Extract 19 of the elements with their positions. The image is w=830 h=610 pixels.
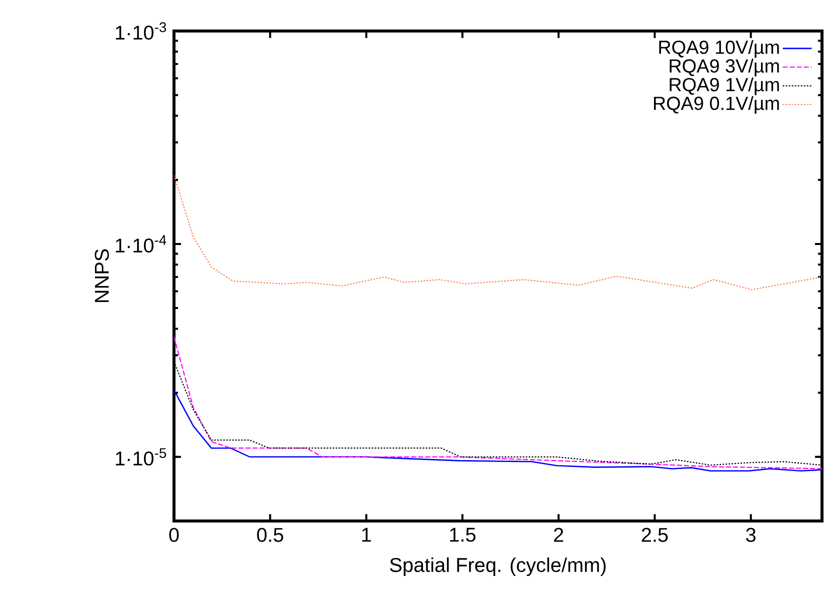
x-tick-label: 3 xyxy=(746,528,756,542)
x-tick-label: 2 xyxy=(554,528,564,542)
legend-label: RQA9 3V/µm xyxy=(670,58,779,76)
line-series xyxy=(174,389,822,472)
legend-label: RQA9 1V/µm xyxy=(670,77,779,96)
x-tick-label: 0.5 xyxy=(257,528,284,542)
x-tick-label: 2.5 xyxy=(642,528,668,542)
line-series xyxy=(174,174,822,290)
legend-label: RQA9 10V/µm xyxy=(659,40,779,58)
x-tick-label: 0 xyxy=(169,528,179,542)
line-series xyxy=(174,336,822,470)
x-tick-label: 1.5 xyxy=(450,528,476,542)
x-axis-title: Spatial Freq. (cycle/mm) xyxy=(390,557,606,576)
y-tick-label: 1·10$^{-4}$ xyxy=(116,235,166,253)
legend-label: RQA9 0.1V/µm xyxy=(654,96,779,114)
y-tick-label: 1·10$^{-5}$ xyxy=(116,448,166,466)
x-tick-label: 1 xyxy=(362,528,371,542)
y-tick-label: 1·10$^{-3}$ xyxy=(116,22,166,40)
y-axis-title: NNPS xyxy=(94,249,109,302)
